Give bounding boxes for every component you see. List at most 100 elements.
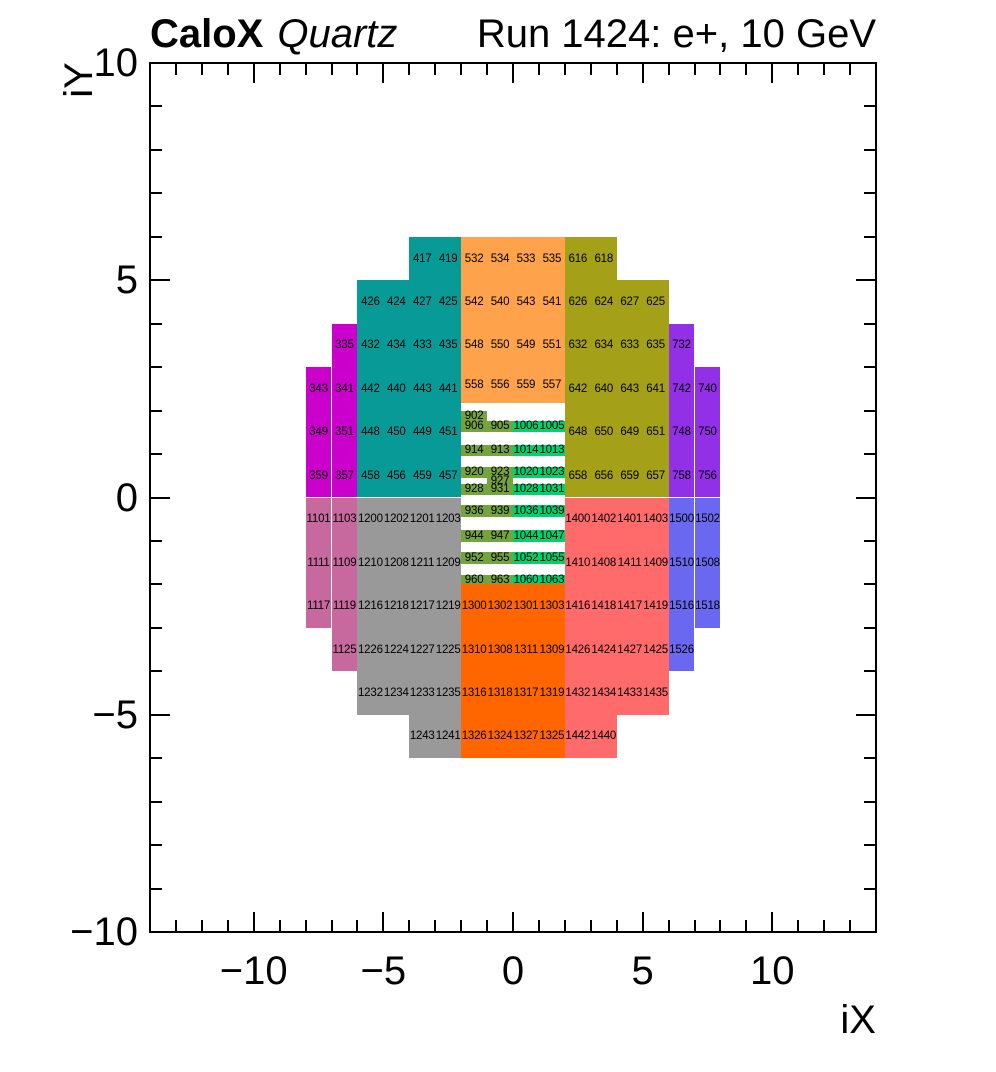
grid-cell-1209: 1209 xyxy=(435,540,462,585)
x-axis-tick xyxy=(667,920,670,932)
grid-cell-732: 732 xyxy=(668,323,695,368)
grid-cell-1311: 1311 xyxy=(513,627,539,672)
grid-cell-1309: 1309 xyxy=(538,627,565,672)
grid-cell-1500: 1500 xyxy=(668,497,695,541)
grid-cell-627: 627 xyxy=(616,280,643,324)
x-axis-tick xyxy=(745,920,748,932)
grid-cell-433: 433 xyxy=(409,323,436,368)
grid-cell-1036: 1036 xyxy=(513,504,539,517)
y-axis-tick xyxy=(150,235,162,238)
x-axis-tick xyxy=(797,920,800,932)
x-axis-tick-mirror xyxy=(641,63,644,83)
x-axis-tick xyxy=(408,920,411,932)
x-axis-tick-mirror xyxy=(278,63,281,75)
x-axis-tick xyxy=(486,920,489,932)
x-axis-tick-mirror xyxy=(460,63,463,75)
grid-cell-1225: 1225 xyxy=(435,627,462,672)
grid-cell-626: 626 xyxy=(564,280,591,324)
experiment-name: CaloX xyxy=(150,12,264,56)
grid-cell-451: 451 xyxy=(435,410,462,455)
grid-cell-1020: 1020 xyxy=(513,466,539,479)
grid-cell-551: 551 xyxy=(538,323,565,368)
y-axis-tick xyxy=(150,713,170,716)
grid-cell-448: 448 xyxy=(357,410,384,455)
grid-cell-1324: 1324 xyxy=(487,714,513,759)
grid-cell-1516: 1516 xyxy=(668,584,695,628)
y-axis-tick xyxy=(150,409,162,412)
grid-cell-1317: 1317 xyxy=(513,671,539,715)
grid-cell-913: 913 xyxy=(487,444,513,456)
x-axis-tick xyxy=(693,920,696,932)
grid-cell-1101: 1101 xyxy=(305,497,332,541)
grid-cell-658: 658 xyxy=(564,454,591,498)
grid-cell-651: 651 xyxy=(642,410,669,455)
y-axis-tick-mirror xyxy=(864,409,876,412)
x-axis-tick xyxy=(823,920,826,932)
grid-cell-931: 931 xyxy=(487,483,513,495)
grid-cell-424: 424 xyxy=(383,280,410,324)
x-axis-tick xyxy=(563,920,566,932)
x-axis-tick-mirror xyxy=(563,63,566,75)
y-axis-tick xyxy=(150,670,162,673)
grid-cell-1234: 1234 xyxy=(383,671,410,715)
grid-cell-905: 905 xyxy=(487,420,513,432)
grid-cell-641: 641 xyxy=(642,367,669,411)
grid-cell-1109: 1109 xyxy=(331,540,358,585)
grid-cell-425: 425 xyxy=(435,280,462,324)
grid-cell-1418: 1418 xyxy=(590,584,617,628)
y-axis-tick-mirror xyxy=(864,235,876,238)
grid-cell-559: 559 xyxy=(513,367,539,404)
grid-cell-657: 657 xyxy=(642,454,669,498)
x-axis-tick-label-10: 10 xyxy=(750,949,795,993)
grid-cell-1526: 1526 xyxy=(668,627,695,672)
grid-cell-556: 556 xyxy=(487,367,513,404)
y-axis-tick-mirror xyxy=(864,583,876,586)
y-axis-tick xyxy=(150,626,162,629)
grid-cell-434: 434 xyxy=(383,323,410,368)
grid-cell-349: 349 xyxy=(305,410,332,455)
grid-cell-449: 449 xyxy=(409,410,436,455)
x-axis-tick-mirror xyxy=(252,63,255,83)
grid-cell-1119: 1119 xyxy=(331,584,358,628)
grid-cell-963: 963 xyxy=(487,574,513,586)
x-axis-tick xyxy=(174,920,177,932)
grid-cell-534: 534 xyxy=(487,236,513,281)
grid-cell-417: 417 xyxy=(409,236,436,281)
x-axis-tick xyxy=(330,920,333,932)
x-axis-tick xyxy=(252,912,255,932)
grid-cell-1425: 1425 xyxy=(642,627,669,672)
x-axis-tick-label-0: 0 xyxy=(501,949,525,993)
grid-cell-1411: 1411 xyxy=(616,540,643,585)
grid-cell-1417: 1417 xyxy=(616,584,643,628)
grid-cell-1217: 1217 xyxy=(409,584,436,628)
y-axis-tick xyxy=(150,192,162,195)
x-axis-tick xyxy=(719,920,722,932)
grid-cell-1233: 1233 xyxy=(409,671,436,715)
grid-cell-1047: 1047 xyxy=(538,529,565,542)
x-axis-tick-label-5: 5 xyxy=(631,949,654,993)
grid-cell-532: 532 xyxy=(461,236,488,281)
grid-cell-1203: 1203 xyxy=(435,497,462,541)
grid-cell-558: 558 xyxy=(461,367,488,404)
run-info: Run 1424: e+, 10 GeV xyxy=(476,12,876,56)
y-axis-tick-mirror xyxy=(864,453,876,456)
grid-cell-1232: 1232 xyxy=(357,671,384,715)
y-axis-tick xyxy=(150,496,170,499)
grid-cell-351: 351 xyxy=(331,410,358,455)
grid-cell-635: 635 xyxy=(642,323,669,368)
y-axis-tick-label--5: −5 xyxy=(92,692,138,737)
x-axis-tick xyxy=(537,920,540,932)
grid-cell-1319: 1319 xyxy=(538,671,565,715)
grid-cell-341: 341 xyxy=(331,367,358,411)
y-axis-tick xyxy=(150,844,162,847)
y-axis-tick-label-0: 0 xyxy=(115,475,138,520)
grid-cell-952: 952 xyxy=(461,552,488,564)
x-axis-tick-mirror xyxy=(537,63,540,75)
y-axis-tick-mirror xyxy=(864,148,876,151)
y-axis-tick-label-5: 5 xyxy=(115,258,138,303)
y-axis-tick xyxy=(150,105,162,108)
grid-cell-1424: 1424 xyxy=(590,627,617,672)
grid-cell-1442: 1442 xyxy=(564,714,591,759)
grid-cell-1316: 1316 xyxy=(461,671,488,715)
y-axis-tick-mirror xyxy=(856,279,876,282)
